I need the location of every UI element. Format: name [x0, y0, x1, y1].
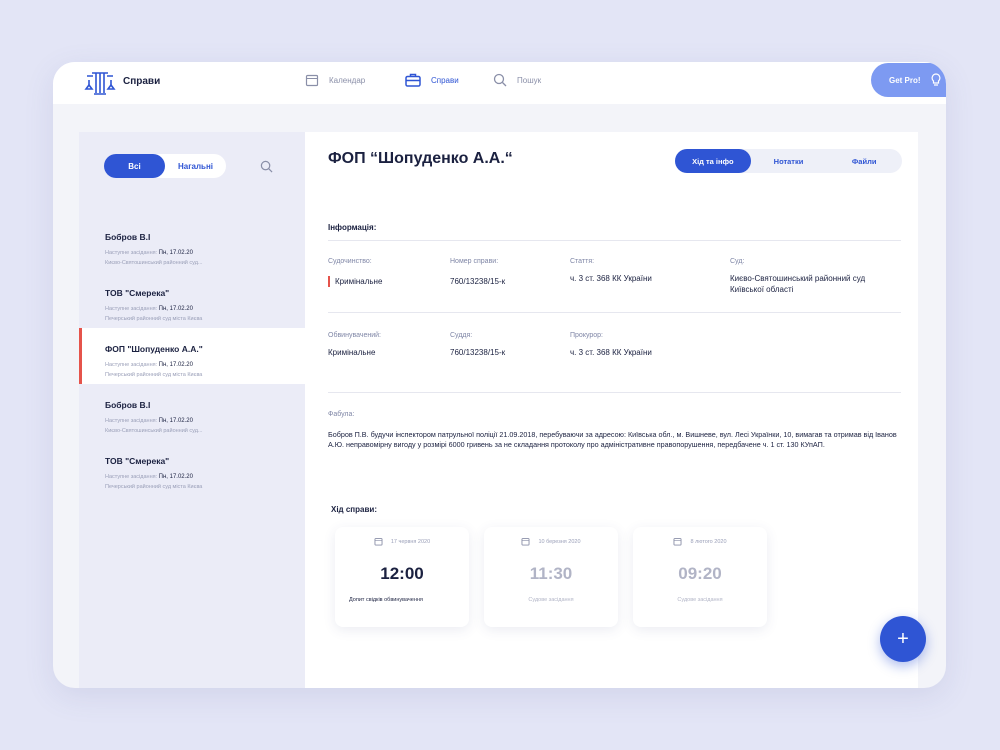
court-name: Печерський районний суд міста Києва — [105, 372, 203, 378]
next-hearing: Наступне засідання: Пн, 17.02.20 — [105, 418, 305, 424]
event-time: 12:00 — [380, 564, 424, 583]
next-hearing: Наступне засідання: Пн, 17.02.20 — [105, 474, 305, 480]
divider — [328, 392, 901, 393]
field-value: ч. 3 ст. 368 КК України — [570, 274, 652, 283]
filter-urgent[interactable]: Нагальні — [177, 161, 214, 171]
event-date: 8 лютого 2020 — [690, 538, 727, 545]
add-button[interactable]: + — [880, 616, 926, 662]
case-list-sidebar: Всі Нагальні Бобров В.І Наступне засідан… — [79, 132, 305, 688]
next-hearing: Наступне засідання: Пн, 17.02.20 — [105, 250, 305, 256]
event-card[interactable]: 10 березня 2020 11:30 Судове засідання — [484, 527, 618, 627]
case-detail: ФОП “Шопуденко А.А.“ Хід та інфо Нотатки… — [305, 132, 918, 688]
case-name: ТОВ "Смерека" — [105, 288, 170, 298]
event-description: Судове засідання — [528, 597, 574, 603]
lightbulb-icon — [931, 73, 941, 86]
event-date: 17 червня 2020 — [390, 538, 431, 545]
divider — [328, 312, 901, 313]
nav-label: Календар — [329, 75, 366, 85]
next-hearing-date: Пн, 17.02.20 — [158, 418, 193, 424]
case-list-item[interactable]: ТОВ "Смерека" Наступне засідання: Пн, 17… — [79, 272, 305, 328]
search-icon[interactable] — [260, 160, 273, 173]
progress-heading: Хід справи: — [331, 505, 377, 514]
divider — [328, 240, 901, 241]
field-label: Обвинувачений: — [328, 332, 381, 339]
nav-label: Пошук — [517, 75, 542, 85]
detail-tabs: Хід та інфо Нотатки Файли — [675, 149, 902, 173]
case-name: Бобров В.І — [105, 400, 151, 410]
next-hearing-label: Наступне засідання: — [105, 362, 158, 368]
case-name: ТОВ "Смерека" — [105, 456, 170, 466]
case-list-item[interactable]: Бобров В.І Наступне засідання: Пн, 17.02… — [79, 384, 305, 440]
event-card[interactable]: 17 червня 2020 12:00 Допит свідків обвин… — [335, 527, 469, 627]
court-name: Києво-Святошинський районний суд... — [105, 260, 203, 266]
event-time: 11:30 — [529, 564, 573, 583]
calendar-icon — [305, 74, 319, 87]
nav-cases[interactable]: Справи — [405, 73, 459, 87]
event-card[interactable]: 8 лютого 2020 09:20 Судове засідання — [633, 527, 767, 627]
calendar-icon — [521, 538, 530, 546]
calendar-icon — [374, 538, 383, 546]
next-hearing: Наступне засідання: Пн, 17.02.20 — [105, 306, 305, 312]
field-label: Судочинство: — [328, 258, 372, 265]
next-hearing-date: Пн, 17.02.20 — [158, 474, 193, 480]
nav-label: Справи — [431, 75, 459, 85]
get-pro-button[interactable]: Get Pro! — [871, 63, 946, 97]
next-hearing: Наступне засідання: Пн, 17.02.20 — [105, 362, 305, 368]
court-name: Києво-Святошинський районний суд... — [105, 428, 203, 434]
event-description: Судове засідання — [677, 597, 723, 603]
field-value: 760/13238/15-к — [450, 277, 506, 286]
event-description: Допит свідків обвинувачення — [349, 597, 423, 603]
fabula-text: Бобров П.В. будучи інспектором патрульно… — [328, 430, 897, 449]
app-window: Справи Календар Справи Пошук Get Pro! Вс… — [53, 62, 946, 688]
field-label: Номер справи: — [450, 258, 499, 265]
next-hearing-date: Пн, 17.02.20 — [158, 362, 193, 368]
field-value: Кримінальне — [328, 276, 448, 287]
nav-search[interactable]: Пошук — [493, 73, 541, 87]
briefcase-icon — [405, 73, 421, 87]
field-value: 760/13238/15-к — [450, 348, 506, 357]
info-heading: Інформація: — [328, 223, 377, 232]
field-label: Стаття: — [570, 258, 595, 265]
search-icon — [493, 73, 507, 87]
top-bar: Справи Календар Справи Пошук Get Pro! — [53, 62, 946, 104]
case-list-item[interactable]: ТОВ "Смерека" Наступне засідання: Пн, 17… — [79, 440, 305, 496]
next-hearing-label: Наступне засідання: — [105, 474, 158, 480]
case-list-item[interactable]: ФОП "Шопуденко А.А." Наступне засідання:… — [79, 328, 305, 384]
field-label: Прокурор: — [570, 332, 604, 339]
filter-all[interactable]: Всі — [104, 154, 165, 178]
logo-icon — [84, 72, 116, 95]
brand-name: Справи — [123, 76, 161, 87]
event-date: 10 березня 2020 — [538, 538, 581, 545]
next-hearing-label: Наступне засідання: — [105, 306, 158, 312]
get-pro-label: Get Pro! — [889, 75, 921, 85]
tab-progress-info[interactable]: Хід та інфо — [675, 149, 751, 173]
field-label: Суддя: — [450, 332, 473, 339]
tab-notes[interactable]: Нотатки — [773, 156, 804, 166]
field-value: ч. 3 ст. 368 КК України — [570, 348, 652, 357]
next-hearing-label: Наступне засідання: — [105, 250, 158, 256]
nav-calendar[interactable]: Календар — [305, 73, 365, 87]
case-name: ФОП "Шопуденко А.А." — [105, 344, 203, 354]
field-label: Суд: — [730, 258, 745, 265]
tab-files[interactable]: Файли — [851, 156, 877, 166]
next-hearing-date: Пн, 17.02.20 — [158, 250, 193, 256]
next-hearing-date: Пн, 17.02.20 — [158, 306, 193, 312]
event-time: 09:20 — [678, 564, 722, 583]
next-hearing-label: Наступне засідання: — [105, 418, 158, 424]
filter-toggle: Всі Нагальні — [104, 154, 226, 178]
field-value: Києво-Святошинський районний суд Київськ… — [730, 274, 866, 294]
calendar-icon — [673, 538, 682, 546]
case-list-item[interactable]: Бобров В.І Наступне засідання: Пн, 17.02… — [79, 216, 305, 272]
court-name: Печерський районний суд міста Києва — [105, 316, 203, 322]
field-value: Кримінальне — [328, 348, 376, 357]
fabula-label: Фабула: — [328, 411, 355, 418]
page-title: ФОП “Шопуденко А.А.“ — [328, 150, 513, 167]
case-name: Бобров В.І — [105, 232, 151, 242]
court-name: Печерський районний суд міста Києва — [105, 484, 203, 490]
